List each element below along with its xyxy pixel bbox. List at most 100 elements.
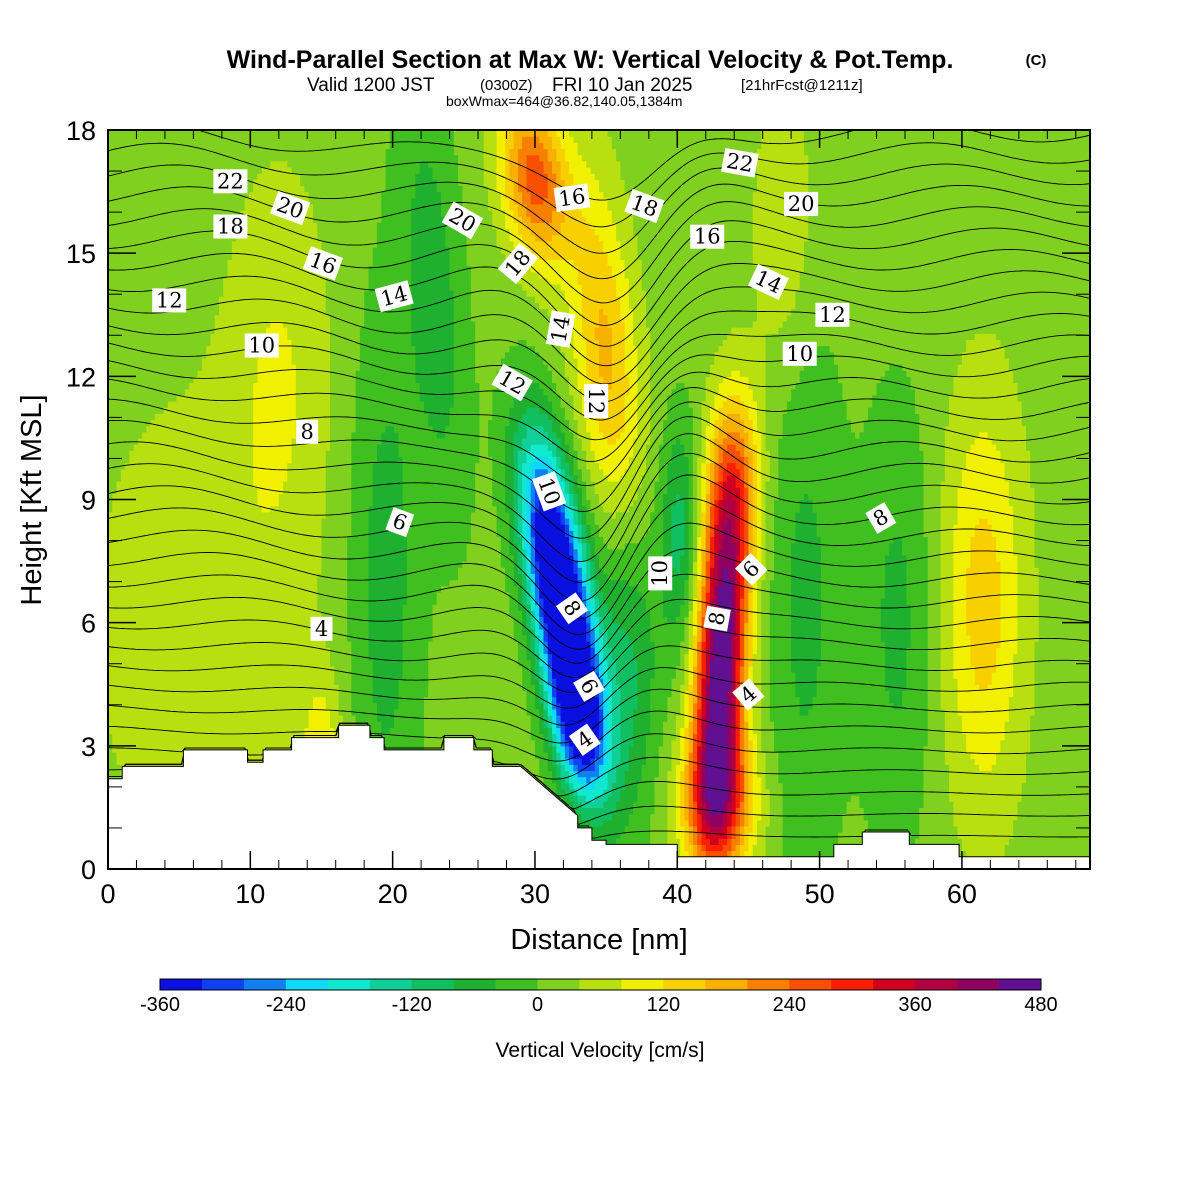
velocity-cell: [710, 776, 715, 784]
velocity-cell: [727, 838, 732, 845]
velocity-cell: [248, 739, 254, 747]
velocity-cell: [940, 745, 946, 753]
velocity-cell: [846, 819, 852, 827]
velocity-cell: [1081, 819, 1087, 827]
velocity-cell: [543, 739, 549, 747]
velocity-cell: [923, 739, 929, 747]
velocity-cell: [201, 733, 207, 741]
velocity-cell: [846, 745, 852, 753]
velocity-cell: [923, 825, 929, 833]
velocity-cell: [1034, 788, 1040, 796]
velocity-cell: [1021, 745, 1027, 753]
velocity-cell: [389, 739, 395, 747]
velocity-cell: [692, 795, 698, 802]
velocity-cell: [1060, 838, 1065, 845]
velocity-cell: [953, 782, 959, 790]
velocity-cell: [953, 838, 959, 845]
velocity-cell: [752, 758, 758, 765]
velocity-cell: [718, 825, 724, 833]
velocity-cell: [842, 813, 848, 821]
velocity-cell: [987, 819, 993, 827]
velocity-cell: [906, 795, 912, 802]
velocity-cell: [731, 788, 737, 796]
velocity-cell: [983, 751, 989, 759]
velocity-cell: [803, 739, 809, 747]
velocity-cell: [739, 739, 745, 747]
velocity-cell: [154, 751, 160, 759]
velocity-cell: [714, 739, 720, 747]
velocity-cell: [966, 838, 972, 845]
velocity-cell: [680, 819, 685, 827]
velocity-cell: [577, 776, 583, 784]
velocity-cell: [889, 758, 895, 765]
velocity-cell: [692, 788, 698, 796]
velocity-cell: [1068, 850, 1074, 858]
velocity-cell: [543, 776, 549, 784]
velocity-cell: [957, 844, 963, 852]
velocity-cell: [821, 832, 826, 839]
velocity-cell: [569, 788, 574, 796]
velocity-cell: [1051, 776, 1057, 784]
velocity-cell: [855, 832, 861, 839]
velocity-cell: [970, 764, 976, 772]
velocity-cell: [616, 825, 621, 833]
velocity-cell: [953, 801, 959, 809]
velocity-cell: [167, 745, 173, 753]
velocity-cell: [684, 751, 690, 759]
velocity-cell: [667, 758, 673, 765]
velocity-cell: [611, 819, 617, 827]
velocity-cell: [1055, 819, 1061, 827]
velocity-cell: [513, 751, 519, 759]
velocity-cell: [688, 850, 694, 858]
velocity-cell: [902, 807, 908, 815]
velocity-cell: [1077, 838, 1083, 845]
velocity-cell: [850, 807, 856, 815]
velocity-cell: [1081, 832, 1087, 839]
velocity-cell: [761, 832, 767, 839]
velocity-cell: [658, 782, 664, 790]
velocity-cell: [1047, 739, 1053, 747]
velocity-cell: [867, 782, 873, 790]
velocity-cell: [808, 788, 814, 796]
velocity-cell: [791, 832, 796, 839]
velocity-cell: [650, 776, 656, 784]
velocity-cell: [774, 807, 779, 815]
velocity-cell: [500, 758, 506, 765]
velocity-cell: [1043, 825, 1048, 833]
velocity-cell: [1077, 819, 1083, 827]
velocity-cell: [671, 770, 677, 778]
velocity-cell: [803, 745, 809, 753]
velocity-cell: [667, 832, 673, 839]
velocity-cell: [684, 850, 690, 858]
velocity-cell: [996, 838, 1001, 845]
velocity-cell: [791, 739, 796, 747]
velocity-cell: [944, 751, 950, 759]
velocity-cell: [1060, 739, 1065, 747]
velocity-cell: [146, 751, 152, 759]
velocity-cell: [744, 745, 750, 753]
velocity-cell: [223, 733, 229, 741]
velocity-cell: [1038, 807, 1044, 815]
velocity-cell: [624, 838, 630, 845]
velocity-cell: [897, 813, 903, 821]
velocity-cell: [1068, 838, 1074, 845]
velocity-cell: [906, 819, 912, 827]
velocity-cell: [376, 733, 382, 741]
velocity-cell: [210, 745, 216, 753]
velocity-cell: [786, 838, 792, 845]
velocity-cell: [1025, 739, 1031, 747]
velocity-cell: [1051, 813, 1057, 821]
velocity-cell: [996, 795, 1001, 802]
velocity-cell: [675, 764, 681, 772]
velocity-cell: [530, 745, 536, 753]
velocity-cell: [684, 764, 690, 772]
velocity-cell: [620, 795, 626, 802]
velocity-cell: [112, 770, 118, 778]
velocity-cell: [889, 807, 895, 815]
velocity-cell: [142, 739, 148, 747]
velocity-cell: [748, 782, 754, 790]
velocity-cell: [214, 733, 220, 741]
velocity-cell: [701, 832, 707, 839]
velocity-cell: [816, 751, 822, 759]
velocity-cell: [765, 825, 771, 833]
